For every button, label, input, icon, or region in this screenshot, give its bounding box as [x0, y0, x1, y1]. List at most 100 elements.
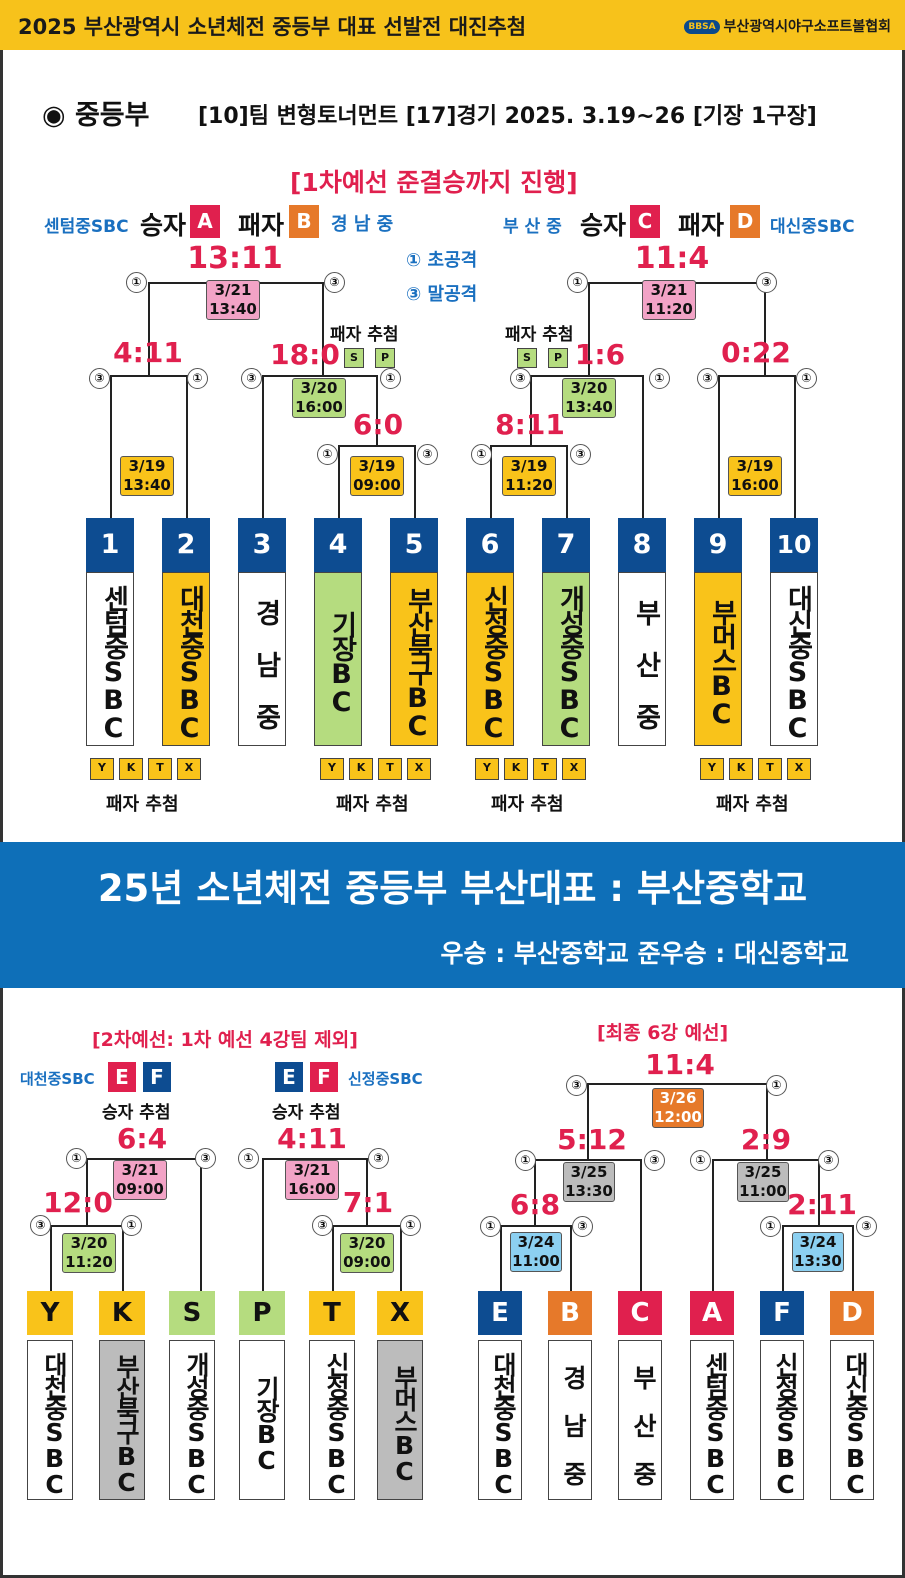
r1-right-win-team: 부 산 중 — [503, 217, 562, 237]
r1-score-f: 0:22 — [721, 336, 791, 369]
bracket-line — [530, 375, 532, 445]
team-letter: D — [830, 1291, 874, 1335]
r1-score-h: 8:11 — [495, 408, 565, 441]
team-name: 대신중SBC — [770, 572, 818, 746]
r2-score-c: 4:11 — [277, 1122, 347, 1155]
team-name: 경 남 중 — [238, 572, 286, 746]
bracket-line — [712, 1159, 714, 1293]
page-frame — [0, 50, 905, 1578]
first-attack-icon: ① — [187, 368, 208, 389]
r1-left-win-team: 센텀중SBC — [44, 217, 129, 237]
r1-date-c: 3/19 13:40 — [120, 456, 174, 496]
bracket-line — [570, 1225, 572, 1293]
draw-mark: X — [407, 758, 431, 780]
team-letter: F — [760, 1291, 804, 1335]
bracket-line — [534, 1159, 640, 1161]
header-bar: 2025 부산광역시 소년체전 중등부 대표 선발전 대진추첨 BBSA 부산광역… — [0, 0, 905, 50]
first-attack-icon: ① — [238, 1148, 259, 1169]
r2-left-sq-f: F — [143, 1062, 171, 1092]
r1-right-lose-label: 패자 — [678, 211, 725, 240]
bracket-line — [338, 445, 340, 520]
r1-loser-draw-label: 패자 추첨 — [491, 794, 564, 815]
team-number: 8 — [618, 518, 666, 572]
bracket-line — [588, 282, 590, 375]
last-attack-icon: ③ — [89, 368, 110, 389]
r1-sq-a: A — [190, 205, 220, 238]
r1-left-win-label: 승자 — [140, 211, 187, 240]
r2-left-sq-e: E — [108, 1062, 136, 1092]
result-banner: 25년 소년체전 중등부 부산대표 : 부산중학교 우승 : 부산중학교 준우승… — [0, 842, 905, 988]
org-name: 부산광역시야구소프트볼협회 — [723, 19, 891, 35]
r1-loser-draw-label: 패자 추첨 — [716, 794, 789, 815]
last-attack-icon: ③ — [241, 368, 262, 389]
r1-left-lose-team: 경 남 중 — [331, 214, 394, 235]
r2-right-draw: 승자 추첨 — [272, 1103, 341, 1123]
team-number: 2 — [162, 518, 210, 572]
draw-mark: X — [562, 758, 586, 780]
bracket-line — [490, 445, 492, 520]
first-attack-icon: ① — [66, 1148, 87, 1169]
banner-main: 25년 소년체전 중등부 부산대표 : 부산중학교 — [97, 867, 808, 910]
s-mark: S — [517, 348, 537, 368]
bracket-line — [534, 1159, 536, 1225]
r1-date-e: 3/20 13:40 — [562, 378, 616, 418]
r3-date-a: 3/26 12:00 — [652, 1088, 704, 1128]
bracket-line — [50, 1225, 122, 1227]
first-attack-icon: ① — [400, 1215, 421, 1236]
draw-mark: K — [504, 758, 528, 780]
first-attack-icon: ① — [690, 1150, 711, 1171]
team-letter: A — [690, 1291, 734, 1335]
bracket-line — [110, 375, 112, 520]
bracket-line — [782, 1225, 784, 1293]
team-letter: K — [99, 1291, 145, 1335]
team-name: 센텀중SBC — [86, 572, 134, 746]
team-name: 부 산 중 — [618, 1340, 662, 1500]
bracket-line — [640, 1159, 642, 1293]
bracket-line — [712, 1159, 818, 1161]
team-number: 4 — [314, 518, 362, 572]
first-attack-icon: ① — [380, 368, 401, 389]
r2-title: [2차예선: 1차 예선 4강팀 제외] — [92, 1029, 358, 1051]
r3-date-b: 3/25 13:30 — [563, 1162, 615, 1202]
legend-last-attack: ③ 말공격 — [406, 284, 478, 305]
r2-score-b: 12:0 — [43, 1186, 113, 1219]
bracket-line — [642, 375, 644, 520]
team-name: 신정중SBC — [760, 1340, 804, 1500]
draw-mark: T — [533, 758, 557, 780]
last-attack-icon: ③ — [30, 1215, 51, 1236]
team-name: 센텀중SBC — [690, 1340, 734, 1500]
team-name: 개성중SBC — [542, 572, 590, 746]
r2-score-a: 6:4 — [116, 1122, 168, 1155]
r1-loser-draw-label: 패자 추첨 — [106, 794, 179, 815]
first-attack-icon: ① — [796, 368, 817, 389]
bracket-line — [366, 1158, 368, 1225]
team-number: 6 — [466, 518, 514, 572]
team-letter: B — [548, 1291, 592, 1335]
last-attack-icon: ③ — [697, 368, 718, 389]
last-attack-icon: ③ — [566, 1075, 587, 1096]
draw-mark: X — [787, 758, 811, 780]
r1-date-h: 3/19 11:20 — [502, 456, 556, 496]
r3-score-a: 11:4 — [645, 1048, 715, 1081]
team-name: 부산북구BC — [390, 572, 438, 746]
first-attack-icon: ① — [649, 368, 670, 389]
bracket-line — [338, 445, 414, 447]
bracket-line — [122, 1225, 124, 1293]
team-name: 부산북구BC — [99, 1340, 145, 1500]
r1-score-g: 6:0 — [352, 408, 404, 441]
r3-score-e: 2:11 — [787, 1188, 857, 1221]
first-attack-icon: ① — [121, 1215, 142, 1236]
r1-title: [1차예선 준결승까지 진행] — [290, 168, 578, 197]
bracket-line — [587, 1083, 589, 1159]
bracket-line — [262, 1158, 366, 1160]
r3-date-d: 3/24 11:00 — [510, 1232, 562, 1272]
r1-date-b: 3/21 11:20 — [642, 280, 696, 320]
team-name: 부머스BC — [377, 1340, 423, 1500]
last-attack-icon: ③ — [818, 1150, 839, 1171]
r1-sq-b: B — [289, 205, 319, 238]
team-number: 9 — [694, 518, 742, 572]
bracket-line — [490, 445, 566, 447]
team-name: 기장BC — [314, 572, 362, 746]
r2-right-team: 신정중SBC — [348, 1070, 423, 1088]
r2-score-d: 7:1 — [342, 1186, 394, 1219]
